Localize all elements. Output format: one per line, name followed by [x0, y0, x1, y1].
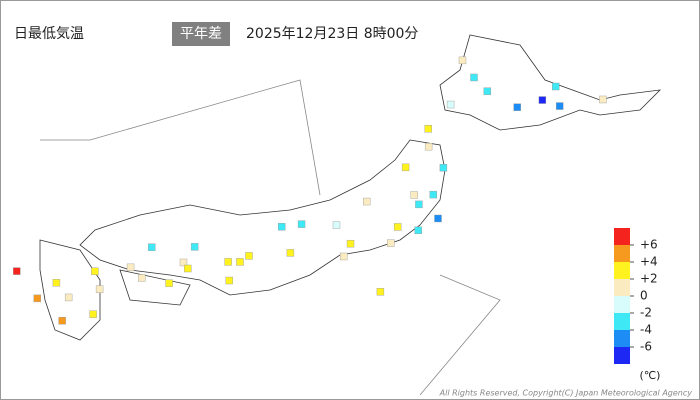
legend-label: -2 [640, 306, 652, 320]
station [424, 125, 432, 133]
inset-lines [40, 79, 501, 396]
station [278, 223, 286, 231]
station [470, 73, 478, 82]
legend-label: +2 [640, 272, 658, 286]
station [346, 239, 355, 248]
station [179, 258, 188, 267]
legend-label: +6 [640, 238, 658, 252]
station [91, 267, 99, 276]
station [138, 274, 146, 282]
station [58, 317, 66, 325]
copyright: All Rights Reserved, Copyright(C) Japan … [439, 389, 693, 398]
station [363, 197, 371, 206]
legend-swatch [614, 279, 630, 296]
legend-label: +4 [640, 255, 658, 269]
station [555, 102, 564, 110]
legend-label: -4 [640, 323, 652, 337]
station [376, 288, 385, 296]
station [414, 226, 422, 235]
station [599, 95, 607, 104]
station [224, 258, 232, 266]
legend-label: -6 [640, 340, 652, 354]
station [439, 164, 448, 172]
title: 日最低気温 [14, 26, 84, 42]
station [64, 293, 73, 302]
station [429, 190, 438, 199]
station [33, 294, 42, 303]
legend-swatch [614, 347, 630, 364]
legend-label: 0 [640, 289, 648, 303]
station [401, 163, 410, 172]
legend-swatch [614, 330, 630, 347]
station [339, 252, 348, 261]
station [387, 239, 395, 247]
station [538, 96, 547, 104]
station [483, 87, 492, 95]
station [236, 258, 244, 266]
legend-unit: (℃) [640, 369, 661, 382]
mode-badge [172, 22, 230, 46]
station [126, 263, 135, 272]
legend-swatch [614, 313, 630, 330]
station [415, 200, 423, 209]
legend-swatch [614, 296, 630, 313]
station [165, 279, 173, 287]
coastline [39, 34, 662, 341]
station [393, 223, 402, 231]
legend-swatch [614, 228, 630, 245]
station [286, 249, 295, 257]
datetime: 2025年12月23日 8時00分 [246, 26, 418, 42]
station [434, 214, 442, 223]
station [148, 243, 156, 251]
station [424, 142, 433, 151]
station [190, 243, 199, 251]
station [332, 221, 341, 229]
station [297, 220, 306, 228]
station [513, 103, 521, 111]
station [95, 285, 104, 293]
legend-swatch [614, 262, 630, 279]
station [410, 191, 418, 199]
legend-swatch [614, 245, 630, 262]
station [89, 310, 97, 318]
station [13, 267, 21, 275]
station [52, 279, 61, 287]
station [552, 82, 560, 91]
station [184, 264, 192, 273]
mode: 平年差 [180, 26, 222, 42]
station [225, 276, 233, 285]
station [245, 252, 253, 260]
station [458, 56, 467, 65]
station [446, 100, 455, 109]
